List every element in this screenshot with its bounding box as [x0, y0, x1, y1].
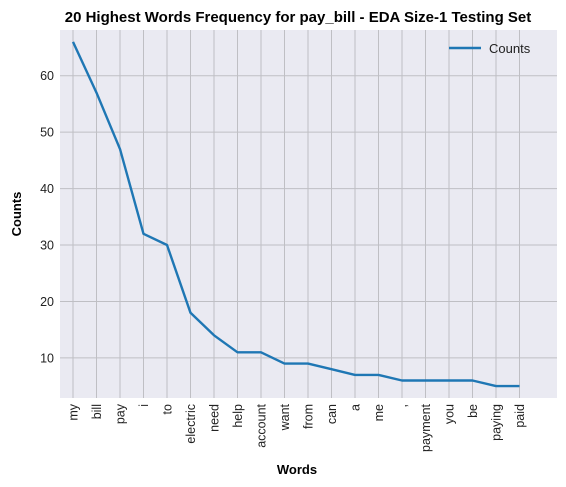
x-tick-label: me — [372, 404, 386, 421]
x-tick-label: , — [396, 404, 410, 407]
grid-lines — [60, 30, 557, 398]
x-tick-label: to — [161, 404, 175, 414]
y-tick-label: 60 — [40, 69, 54, 83]
x-tick-label: bill — [90, 404, 104, 419]
x-tick-label: i — [137, 404, 151, 407]
x-tick-label: need — [208, 404, 222, 432]
x-tick-label: paid — [513, 404, 527, 428]
y-axis-ticks: 10 20 30 40 50 60 — [40, 69, 54, 365]
x-tick-label: from — [302, 404, 316, 429]
y-axis-label: Counts — [9, 192, 24, 237]
legend-label-counts: Counts — [489, 41, 531, 56]
y-tick-label: 10 — [40, 351, 54, 365]
x-tick-label: account — [255, 403, 269, 447]
y-tick-label: 20 — [40, 295, 54, 309]
x-tick-label: want — [278, 403, 292, 431]
legend: Counts — [449, 41, 531, 56]
y-tick-label: 40 — [40, 182, 54, 196]
x-tick-label: you — [443, 404, 457, 424]
series-line-counts — [71, 41, 520, 388]
x-tick-label: payment — [419, 403, 433, 451]
x-tick-label: be — [466, 404, 480, 418]
y-tick-label: 50 — [40, 126, 54, 140]
chart-title: 20 Highest Words Frequency for pay_bill … — [65, 9, 532, 26]
x-axis-ticks: my bill pay i to electric need help account want f… — [67, 403, 528, 452]
x-tick-label: electric — [184, 404, 198, 444]
x-tick-label: my — [67, 403, 81, 420]
x-tick-label: help — [231, 404, 245, 428]
x-tick-label: a — [349, 404, 363, 411]
x-tick-label: paying — [490, 404, 504, 441]
y-tick-label: 30 — [40, 239, 54, 253]
x-tick-label: pay — [114, 403, 128, 424]
x-axis-label: Words — [277, 462, 317, 477]
x-tick-label: can — [325, 404, 339, 424]
